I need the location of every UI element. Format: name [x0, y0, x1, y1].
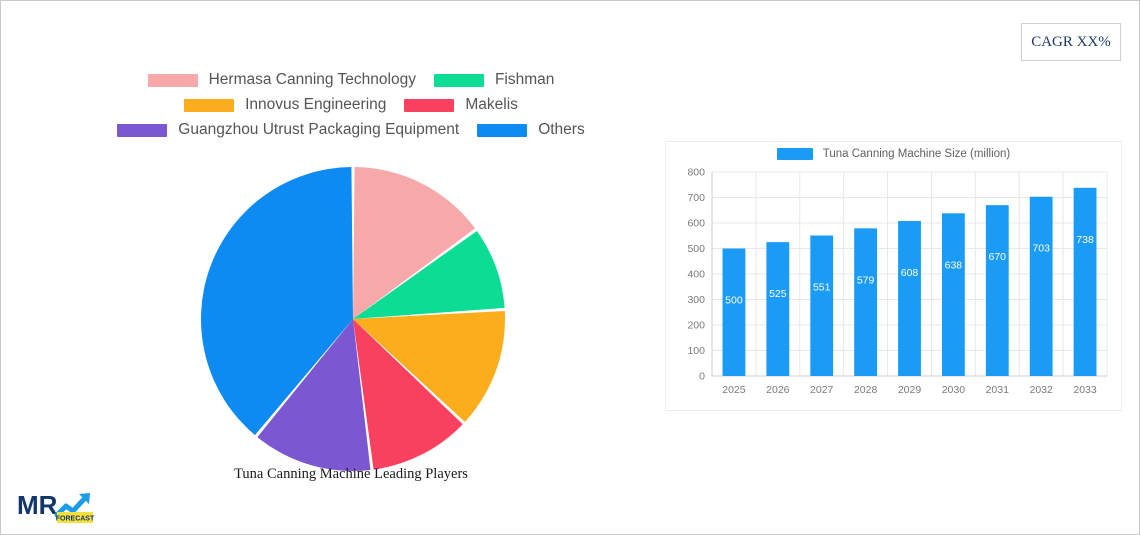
bar-value-label: 608	[901, 267, 919, 279]
pie-legend: Hermasa Canning Technology Fishman Innov…	[21, 71, 681, 146]
x-axis-tick-label: 2029	[898, 384, 922, 396]
pie-legend-row: Innovus Engineering Makelis	[21, 96, 681, 114]
bar-value-label: 579	[857, 274, 875, 286]
x-axis-tick-label: 2030	[942, 384, 966, 396]
x-axis-tick-label: 2027	[810, 384, 834, 396]
x-axis-tick-label: 2026	[766, 384, 790, 396]
pie-legend-row: Hermasa Canning Technology Fishman	[21, 71, 681, 89]
bar-value-label: 703	[1032, 243, 1050, 255]
x-axis-tick-label: 2031	[986, 384, 1010, 396]
pie-slice	[257, 319, 371, 471]
pie-legend-label: Hermasa Canning Technology	[208, 71, 416, 88]
x-axis-tick-label: 2033	[1073, 384, 1097, 396]
bar-value-label: 638	[945, 259, 963, 271]
y-axis-tick-label: 400	[687, 269, 705, 281]
pie-legend-item-guangzhou: Guangzhou Utrust Packaging Equipment	[117, 121, 459, 139]
bar	[722, 248, 746, 376]
logo-svg: MR FORECAST	[17, 490, 95, 523]
pie-slice	[353, 167, 476, 319]
pie-legend-item-innovus: Innovus Engineering	[184, 96, 386, 114]
bar-value-label: 670	[989, 251, 1007, 263]
bar	[810, 235, 834, 376]
x-axis-tick-label: 2028	[854, 384, 878, 396]
legend-swatch-icon	[147, 73, 198, 87]
pie-legend-label: Others	[538, 121, 585, 138]
mr-forecast-logo: MR FORECAST	[17, 488, 97, 524]
pie-chart	[201, 167, 505, 471]
logo-badge-text: FORECAST	[56, 516, 95, 523]
bar-value-label: 525	[769, 288, 787, 300]
y-axis-tick-label: 700	[687, 192, 705, 204]
bar-value-label: 738	[1076, 234, 1094, 246]
pie-legend-row: Guangzhou Utrust Packaging Equipment Oth…	[21, 121, 681, 139]
legend-swatch-icon	[433, 73, 484, 87]
pie-legend-label: Makelis	[465, 96, 518, 113]
logo-mark-text: MR	[17, 490, 58, 520]
pie-slice	[353, 230, 505, 319]
pie-slice	[201, 167, 353, 436]
bar-chart-panel: Tuna Canning Machine Size (million) 0 100…	[665, 141, 1122, 411]
y-axis-tick-label: 200	[687, 320, 705, 332]
bar	[854, 228, 878, 376]
bar	[766, 242, 790, 377]
y-axis-tick-label: 500	[687, 243, 705, 255]
y-axis-tick-label: 0	[699, 371, 705, 383]
legend-swatch-icon	[184, 98, 235, 112]
x-axis-tick-label: 2032	[1029, 384, 1053, 396]
bar	[898, 220, 921, 376]
pie-legend-label: Innovus Engineering	[245, 96, 387, 113]
pie-legend-item-makelis: Makelis	[404, 96, 518, 114]
y-axis-tick-label: 100	[687, 345, 705, 357]
bar-value-label: 551	[813, 282, 831, 294]
bar	[1073, 187, 1097, 376]
bar-value-label: 500	[725, 295, 743, 307]
pie-chart-caption: Tuna Canning Machine Leading Players	[234, 466, 468, 482]
bar	[985, 205, 1009, 376]
bar-chart-legend: Tuna Canning Machine Size (million)	[666, 148, 1121, 160]
logo-badge-bg	[57, 512, 93, 523]
y-axis-tick-label: 600	[687, 218, 705, 230]
pie-chart-svg	[201, 167, 505, 471]
pie-legend-item-hermasa: Hermasa Canning Technology	[147, 71, 416, 89]
legend-swatch-icon	[117, 123, 168, 137]
pie-legend-label: Guangzhou Utrust Packaging Equipment	[178, 121, 460, 138]
y-axis-tick-label: 800	[687, 167, 705, 179]
bar	[941, 213, 965, 376]
pie-legend-item-fishman: Fishman	[433, 71, 555, 89]
y-axis-tick-label: 300	[687, 294, 705, 306]
bar-chart-legend-label: Tuna Canning Machine Size (million)	[822, 148, 1011, 160]
pie-legend-label: Fishman	[494, 71, 555, 88]
legend-swatch-icon	[776, 148, 813, 160]
legend-swatch-icon	[477, 123, 528, 137]
logo-arrow-icon	[54, 494, 89, 518]
legend-swatch-icon	[404, 98, 455, 112]
cagr-badge: CAGR XX%	[1021, 23, 1121, 61]
logo-arrowhead-icon	[79, 493, 90, 504]
pie-legend-item-others: Others	[477, 121, 585, 139]
pie-slice	[353, 311, 505, 422]
bar	[1029, 196, 1053, 376]
x-axis-tick-label: 2025	[722, 384, 746, 396]
pie-slice	[353, 319, 463, 470]
bar-chart-svg: 0 100 200 300 400 500 600 700 800 500 2025 525 2026 5…	[687, 167, 1108, 396]
cagr-badge-label: CAGR XX%	[1031, 33, 1111, 50]
